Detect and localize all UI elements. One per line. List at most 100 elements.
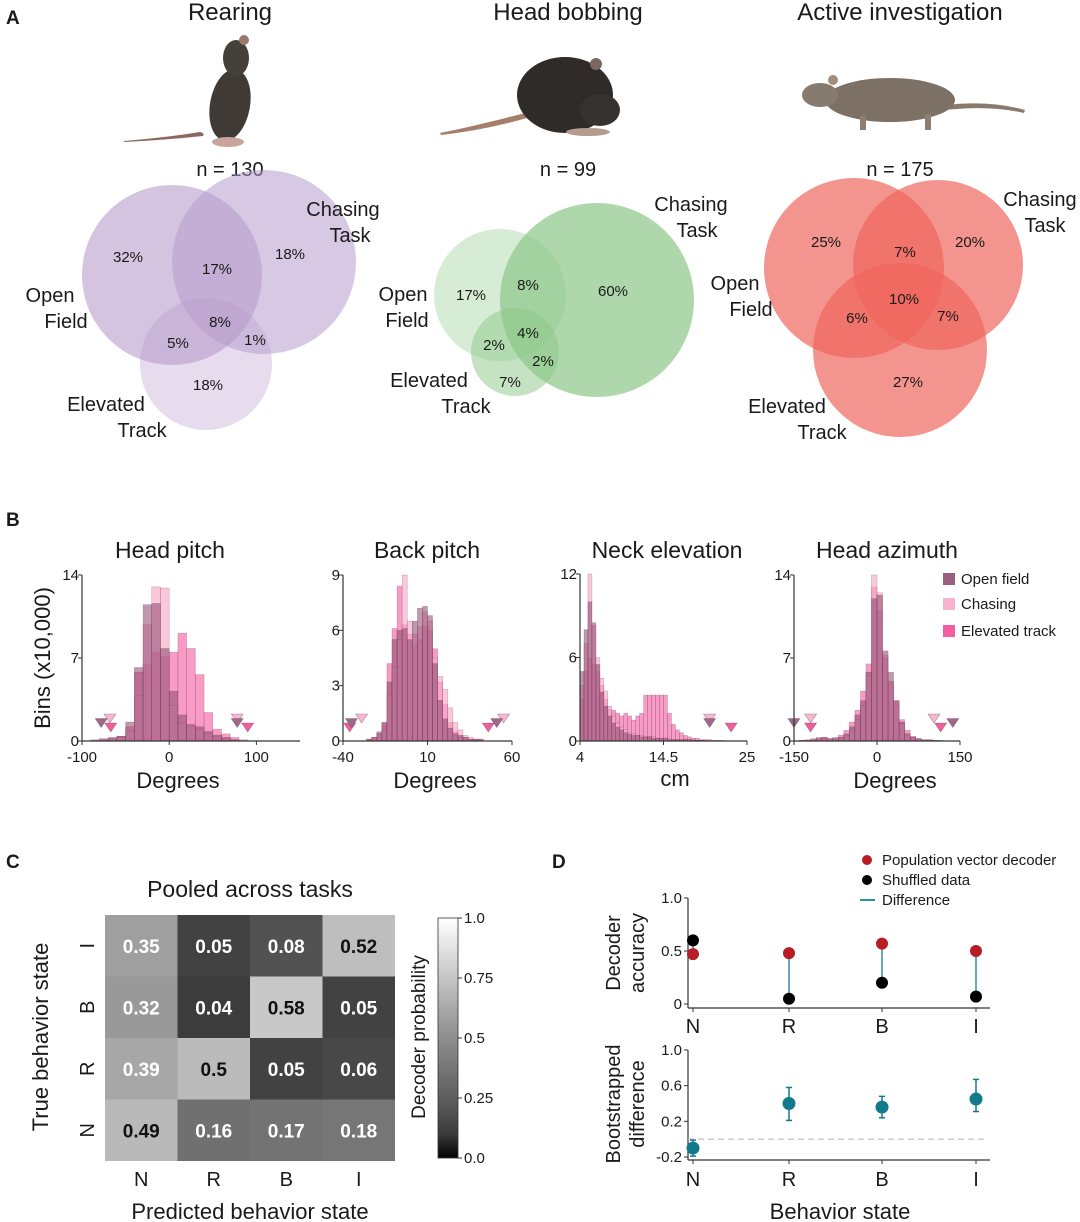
shuffled-data-point [687,934,699,947]
population-decoder-point [783,947,795,960]
marker-triangle-icon [355,713,369,724]
marker-triangle-icon [934,722,948,733]
heatmap-cell [105,976,178,1038]
legend-dot-population-vector-decoder [862,855,872,865]
x-tick-label: -100 [67,749,97,766]
heatmap-cell-value: 0.16 [195,1121,232,1142]
venn-title-active-investigation: Active investigation [797,0,1002,26]
histogram-bar [876,594,883,742]
y-tick-label: 0 [332,733,340,750]
histogram-neck-elevation: Neck elevation 0 6 12 4 14.5 25 cm [560,537,755,791]
heatmap-cell [105,1038,178,1100]
legend-swatch-chasing [943,598,955,610]
venn-circle-head-bobbing-elevated-track [471,308,559,396]
histogram-bar [871,598,878,742]
y-tick-label: 0.5 [661,943,682,960]
venn-region-open-only: 25% [811,234,841,251]
y-tick-label: 7 [71,650,79,667]
venn-set-label-open-field: Open [26,285,75,307]
n-count-active-investigation: n = 175 [866,159,933,181]
heatmap-cell-value: 0.52 [340,937,377,958]
heatmap-cell-value: 0.18 [340,1121,377,1142]
colorbar-tick-label: 0.75 [464,970,493,987]
histogram-bar [607,715,613,742]
heatmap-cell-value: 0.35 [123,937,160,958]
heatmap-cell-value: 0.58 [268,998,305,1019]
heatmap-cell [250,1099,323,1161]
colorbar-tick-label: 0.25 [464,1090,493,1107]
venn-region-open-chasing: 8% [517,277,539,294]
marker-triangle-icon [724,722,738,733]
heatmap-cell-value: 0.05 [268,1060,305,1081]
histogram-bar [635,735,640,742]
legend-label-chasing: Chasing [961,596,1016,613]
histogram-bar [655,694,660,742]
marker-triangle-icon [703,718,717,729]
venn-circle-rearing-chasing-task [172,170,356,354]
y-tick-label: 0.6 [661,1078,682,1095]
histogram-bar [663,694,668,742]
venn-region-open-elevated: 6% [846,310,868,327]
marker-triangle-icon [94,718,108,729]
bootstrap-y-label-line1: Bootstrapped [603,1045,625,1164]
heatmap-cell [322,976,395,1038]
heatmap-cell-value: 0.5 [201,1060,228,1081]
venn-set-label-open-field: Open [711,273,760,295]
x-tick-label: 0 [873,749,881,766]
histogram-bar [631,735,636,742]
venn-set-label-elevated: Elevated [390,370,468,392]
histogram-bar [160,648,170,742]
histogram-title: Neck elevation [592,537,743,563]
heatmap-cell-value: 0.05 [195,937,232,958]
histogram-bar [583,629,589,742]
decoder-plots: 00.51.0N R B I-0.20.20.61.0N R B I [656,890,990,1191]
marker-triangle-icon [230,718,244,729]
histogram-bar [643,736,648,742]
x-tick-label: -40 [332,749,354,766]
x-tick-label: R [782,1169,796,1191]
y-tick-label: 0 [674,996,682,1013]
histogram-bar [849,726,856,742]
y-tick-label: 12 [560,566,577,583]
histogram-bar [667,712,672,742]
heatmap-cell-value: 0.32 [123,998,160,1019]
heatmap-cell [105,1099,178,1161]
x-tick-label: B [875,1169,888,1191]
x-tick-label: N [686,1016,700,1038]
histogram-bar [623,732,628,742]
shuffled-data-point [876,976,888,989]
heatmap-cell-value: 0.04 [195,998,232,1019]
heatmap-cell [322,1038,395,1100]
venn-set-label-elevated: Track [441,396,491,418]
legend-label-population-vector-decoder: Population vector decoder [882,852,1056,869]
heatmap-cell [250,976,323,1038]
heatmap-col-label: R [207,1169,221,1191]
decoder-legend: Population vector decoder Shuffled data … [860,852,1056,909]
y-tick-label: 14 [774,567,791,584]
y-tick-label: 9 [332,567,340,584]
heatmap-cell-value: 0.05 [340,998,377,1019]
x-tick-label: 4 [576,749,584,766]
heatmap-cell-value: 0.08 [268,937,305,958]
venn-region-all: 4% [517,325,539,342]
histogram-bar [212,734,222,742]
shuffled-data-point [783,992,795,1005]
legend-dot-shuffled-data [862,875,872,885]
venn-region-open-only: 32% [113,249,143,266]
histogram-bar [651,694,656,742]
marker-triangle-icon [927,713,941,724]
heatmap-row-label: B [77,1001,99,1014]
rat-image-rearing [124,35,251,147]
heatmap-cell [177,1099,250,1161]
histogram-bar [134,667,144,742]
venn-set-label-chasing: Chasing [1003,189,1076,211]
histogram-legend: Open field Chasing Elevated track [943,571,1057,640]
colorbar-tick-label: 1.0 [464,910,485,927]
histogram-title: Back pitch [374,537,480,563]
y-tick-label: 7 [783,650,791,667]
histogram-bar [432,663,438,742]
histogram-bar [882,650,889,742]
venn-set-label-chasing: Task [676,220,718,242]
marker-triangle-icon [104,722,118,733]
